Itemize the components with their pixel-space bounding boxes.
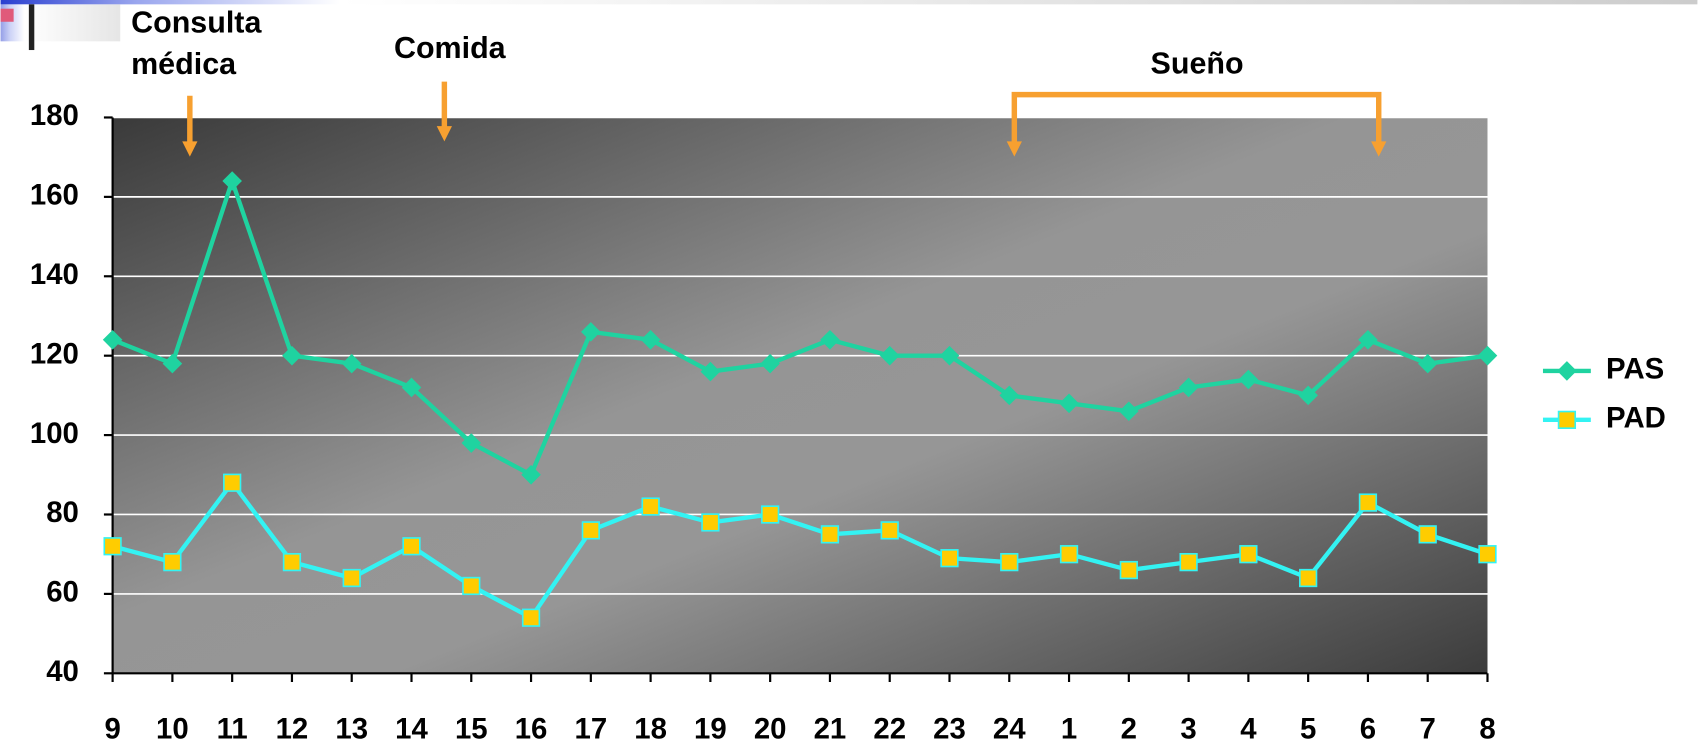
marker [1239,545,1258,564]
marker [341,353,362,374]
marker [1358,493,1378,512]
marker [999,385,1020,406]
marker [462,576,481,596]
marker [1557,410,1577,429]
x-tick-label: 5 [1300,713,1316,744]
marker [1299,568,1318,588]
header-bar [0,0,1698,5]
marker [760,353,780,374]
marker [1358,330,1378,350]
y-tick-label: 40 [46,655,79,688]
series-line [112,479,1489,621]
arrow-heads [182,126,1387,157]
x-tick-label: 12 [276,713,309,744]
x-tick-label: 19 [694,713,727,744]
y-tick-label: 120 [30,337,79,370]
marker [461,433,482,453]
x-tick-label: 13 [335,713,368,744]
marker [700,361,721,382]
x-tick-label: 23 [933,713,966,744]
y-tick-label: 60 [46,576,79,609]
marker [1059,393,1079,414]
x-tick-label: 24 [993,713,1026,744]
marker [1557,361,1577,381]
series-line [111,174,1488,478]
annotation-arrows [187,81,1382,144]
marker [1298,385,1318,406]
legend-label: PAD [1606,402,1666,435]
marker [1119,401,1139,422]
legend-label: PAS [1606,353,1664,386]
marker [342,568,361,588]
x-tick-label: 16 [515,713,548,744]
x-tick-label: 1 [1061,713,1077,744]
y-tick-label: 180 [30,99,79,132]
x-tick-label: 18 [634,713,667,744]
marker [701,513,720,532]
marker [402,537,421,556]
marker [581,521,600,540]
marker [163,552,182,572]
marker [1179,552,1198,572]
x-tick-label: 15 [455,713,488,744]
header-decoration [0,4,121,42]
x-tick-label: 17 [574,713,607,744]
y-tick-label: 160 [30,179,79,212]
marker [761,505,780,524]
x-tick-label: 21 [814,713,847,744]
marker [223,473,242,492]
marker [940,549,959,568]
annotation-text: Consulta médica [131,5,262,81]
marker [1119,560,1138,580]
marker [820,525,840,544]
marker [102,330,123,350]
marker [1418,525,1437,544]
x-tick-label: 20 [754,713,787,744]
y-tick-label: 100 [30,417,79,450]
x-tick-label: 22 [873,713,906,744]
y-tick-label: 80 [46,496,79,529]
marker [1417,353,1438,374]
annotation: Sueño [1151,46,1244,80]
marker [103,537,122,556]
x-tick-label: 9 [104,713,120,744]
annotation: Comida [394,31,507,65]
marker [282,345,302,366]
x-tick-label: 8 [1479,713,1495,744]
y-tick-label: 140 [30,258,79,291]
marker [640,330,661,350]
annotation: Consulta médica [131,5,262,81]
x-tick-label: 6 [1360,713,1376,744]
x-tick-label: 7 [1420,713,1436,744]
marker [282,552,302,572]
marker [1478,545,1497,564]
x-tick-label: 11 [217,713,248,744]
x-tick-label: 2 [1121,713,1137,744]
marker [939,345,960,366]
x-tick-label: 14 [395,713,428,744]
marker [880,521,899,540]
marker [1059,545,1079,564]
header-decoration [28,4,35,51]
marker [1178,377,1199,398]
marker [1238,369,1259,390]
plot-area [112,117,1488,674]
marker [581,322,601,342]
x-tick-label: 10 [156,713,189,744]
marker [1000,552,1019,572]
x-tick-label: 3 [1180,713,1196,744]
x-tick-label: 4 [1240,713,1257,744]
header-decoration [0,8,14,22]
marker [401,377,422,398]
marker [1477,345,1498,366]
marker [641,497,660,516]
marker [521,608,541,627]
marker [162,353,183,374]
